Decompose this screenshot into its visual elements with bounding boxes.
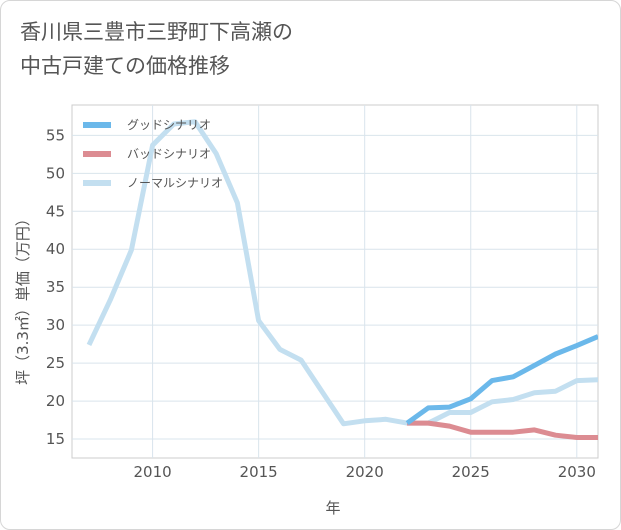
series-lines (86, 119, 598, 440)
legend-label-bad: バッドシナリオ (127, 147, 211, 161)
chart-title: 香川県三豊市三野町下高瀬の 中古戸建ての価格推移 (20, 15, 293, 83)
x-tick-label: 2025 (452, 463, 490, 481)
y-tick-label: 20 (46, 392, 65, 410)
series-line-normal (86, 119, 598, 427)
y-tick-label: 30 (46, 316, 65, 334)
y-axis-ticks: 15 20 25 30 35 40 45 50 55 (46, 126, 65, 448)
legend-label-normal: ノーマルシナリオ (127, 176, 223, 190)
legend-label-good: グッドシナリオ (127, 118, 211, 132)
y-tick-label: 35 (46, 278, 65, 296)
y-tick-label: 25 (46, 354, 65, 372)
y-tick-label: 40 (46, 240, 65, 258)
y-tick-label: 50 (46, 164, 65, 182)
x-tick-label: 2030 (558, 463, 596, 481)
chart-title-line-1: 香川県三豊市三野町下高瀬の (20, 20, 293, 44)
series-line-bad (407, 420, 598, 440)
y-axis-label: 坪（3.3㎡）単価（万円） (14, 211, 32, 385)
x-tick-label: 2020 (346, 463, 384, 481)
y-tick-label: 45 (46, 202, 65, 220)
series-line-good (405, 334, 598, 426)
x-axis-ticks: 2010 2015 2020 2025 2030 (134, 463, 596, 481)
y-tick-label: 15 (46, 430, 65, 448)
y-tick-label: 55 (46, 126, 65, 144)
x-tick-label: 2015 (240, 463, 278, 481)
x-axis-label: 年 (325, 499, 340, 517)
x-tick-label: 2010 (134, 463, 172, 481)
chart-title-line-2: 中古戸建ての価格推移 (20, 54, 230, 78)
